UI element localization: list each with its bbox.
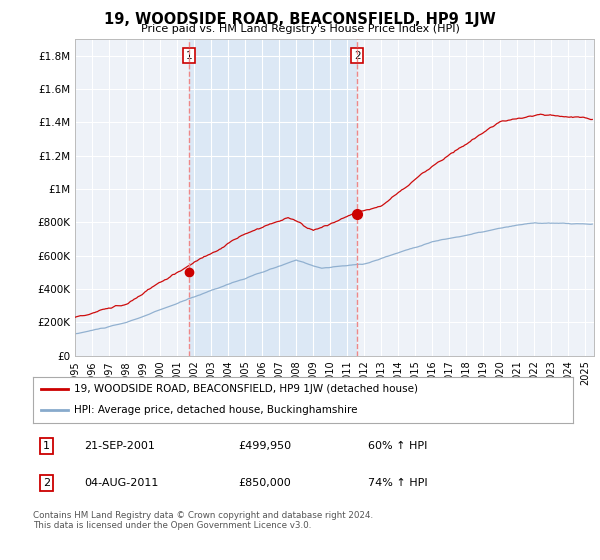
Text: Price paid vs. HM Land Registry's House Price Index (HPI): Price paid vs. HM Land Registry's House …	[140, 24, 460, 34]
Text: 2: 2	[43, 478, 50, 488]
Text: 60% ↑ HPI: 60% ↑ HPI	[368, 441, 427, 451]
Text: 19, WOODSIDE ROAD, BEACONSFIELD, HP9 1JW: 19, WOODSIDE ROAD, BEACONSFIELD, HP9 1JW	[104, 12, 496, 27]
Text: 74% ↑ HPI: 74% ↑ HPI	[368, 478, 427, 488]
Text: 1: 1	[43, 441, 50, 451]
Text: £499,950: £499,950	[238, 441, 292, 451]
Text: 21-SEP-2001: 21-SEP-2001	[84, 441, 155, 451]
Text: Contains HM Land Registry data © Crown copyright and database right 2024.
This d: Contains HM Land Registry data © Crown c…	[33, 511, 373, 530]
Text: HPI: Average price, detached house, Buckinghamshire: HPI: Average price, detached house, Buck…	[74, 405, 357, 416]
Text: 1: 1	[186, 51, 193, 61]
Text: 19, WOODSIDE ROAD, BEACONSFIELD, HP9 1JW (detached house): 19, WOODSIDE ROAD, BEACONSFIELD, HP9 1JW…	[74, 384, 418, 394]
Bar	[190, 39, 357, 356]
Text: 2: 2	[354, 51, 361, 61]
Text: 04-AUG-2011: 04-AUG-2011	[84, 478, 158, 488]
Text: £850,000: £850,000	[238, 478, 291, 488]
